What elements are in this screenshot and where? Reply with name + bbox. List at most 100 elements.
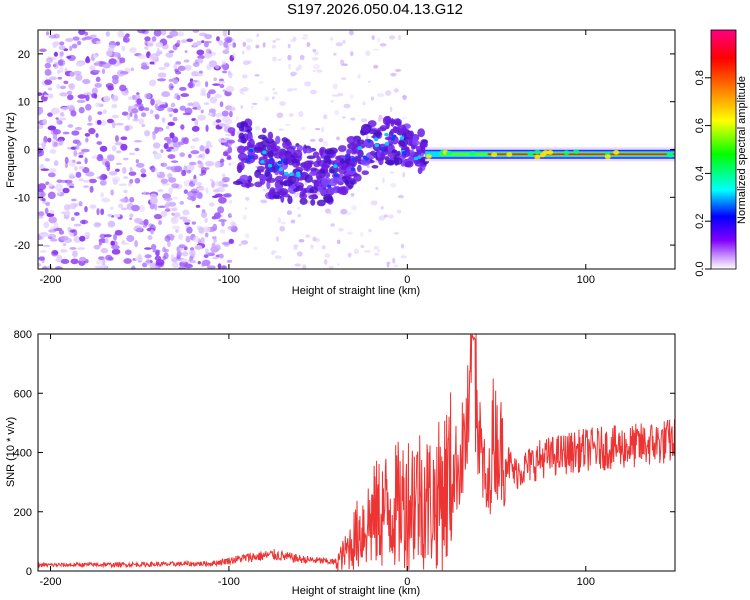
ridge-blob: [361, 126, 370, 133]
noise-blob: [100, 192, 104, 198]
noise-blob: [111, 145, 117, 152]
noise-blob: [169, 113, 173, 118]
ridge-blob: [367, 129, 378, 135]
colorbar-tick-label: 0.6: [694, 118, 706, 133]
ridge-core: [295, 171, 301, 175]
noise-blob: [101, 197, 111, 203]
ridge-blob: [238, 125, 245, 132]
noise-blob: [143, 107, 150, 112]
noise-blob: [183, 189, 188, 194]
noise-blob: [117, 203, 124, 209]
noise-blob: [42, 265, 48, 269]
noise-blob: [39, 250, 47, 253]
noise-blob: [301, 36, 308, 40]
noise-blob: [84, 36, 93, 40]
y-tick-label: 10: [18, 97, 30, 109]
noise-blob: [203, 41, 209, 48]
noise-blob: [159, 104, 168, 109]
noise-blob: [297, 213, 301, 218]
noise-blob: [76, 141, 82, 147]
noise-blob: [288, 113, 294, 117]
ridge-blob: [334, 177, 343, 184]
noise-blob: [324, 208, 332, 214]
ridge-core: [333, 173, 339, 178]
noise-blob: [78, 30, 86, 36]
y-tick-label: 400: [14, 448, 32, 460]
noise-blob: [59, 41, 65, 46]
noise-blob: [275, 38, 281, 41]
noise-blob: [370, 96, 374, 101]
ridge-blob: [304, 174, 313, 183]
noise-blob: [123, 258, 132, 264]
noise-blob: [208, 108, 217, 114]
noise-blob: [199, 173, 204, 177]
noise-blob: [167, 121, 175, 126]
noise-blob: [57, 76, 63, 80]
ridge-blob: [392, 126, 402, 134]
noise-blob: [112, 233, 118, 241]
noise-blob: [123, 189, 128, 194]
noise-blob: [137, 53, 147, 60]
x-tick-label: 100: [577, 576, 595, 588]
noise-blob: [150, 165, 156, 173]
noise-blob: [149, 109, 154, 115]
ridge-blob: [282, 140, 292, 150]
noise-blob: [93, 62, 100, 66]
noise-blob: [166, 107, 172, 113]
spectrogram-y-ticks: 20 10 0 -10 -20: [14, 49, 675, 252]
ridge-blob: [337, 145, 347, 152]
noise-blob: [119, 70, 129, 75]
noise-blob: [107, 44, 116, 49]
noise-blob: [197, 191, 203, 200]
noise-blob: [55, 138, 62, 142]
noise-blob: [67, 226, 71, 232]
noise-blob: [256, 33, 260, 38]
noise-blob: [53, 160, 59, 167]
ridge-blob: [287, 195, 293, 205]
noise-blob: [182, 112, 192, 116]
ridge-blob: [313, 160, 321, 168]
noise-blob: [172, 108, 179, 114]
noise-blob: [76, 99, 86, 104]
noise-blob: [163, 142, 169, 150]
noise-blob: [167, 172, 173, 179]
noise-blob: [273, 250, 277, 254]
noise-blob: [163, 136, 172, 141]
noise-blob: [93, 69, 101, 73]
ridge-blob: [313, 179, 320, 188]
noise-blob: [239, 88, 244, 94]
noise-blob: [296, 251, 303, 257]
noise-blob: [238, 243, 242, 247]
ridge-core: [350, 167, 356, 172]
noise-blob: [205, 187, 209, 194]
noise-blob: [155, 51, 161, 57]
noise-blob: [38, 143, 42, 146]
noise-blob: [183, 59, 190, 63]
noise-blob: [341, 77, 347, 80]
noise-blob: [152, 142, 161, 149]
noise-blob: [53, 141, 59, 148]
noise-blob: [137, 30, 146, 34]
ridge-blob: [267, 150, 274, 159]
ridge-core: [401, 150, 407, 155]
ridge-blob: [335, 155, 342, 161]
noise-blob: [129, 196, 135, 203]
noise-blob: [96, 208, 100, 216]
noise-blob: [40, 168, 50, 172]
noise-blob: [72, 36, 80, 41]
noise-blob: [321, 245, 326, 250]
noise-blob: [77, 94, 87, 99]
noise-blob: [235, 116, 239, 121]
noise-blob: [380, 206, 384, 210]
noise-blob: [115, 150, 122, 154]
noise-blob: [254, 74, 260, 77]
ridge-blob: [294, 176, 300, 184]
snr-ylabel: SNR (10 * v/v): [5, 417, 17, 487]
noise-blob: [345, 211, 353, 216]
noise-blob: [153, 30, 162, 37]
noise-blob: [144, 45, 149, 51]
noise-blob: [306, 42, 311, 47]
noise-blob: [255, 44, 260, 49]
noise-blob: [170, 102, 176, 108]
band-blob: [506, 152, 513, 157]
